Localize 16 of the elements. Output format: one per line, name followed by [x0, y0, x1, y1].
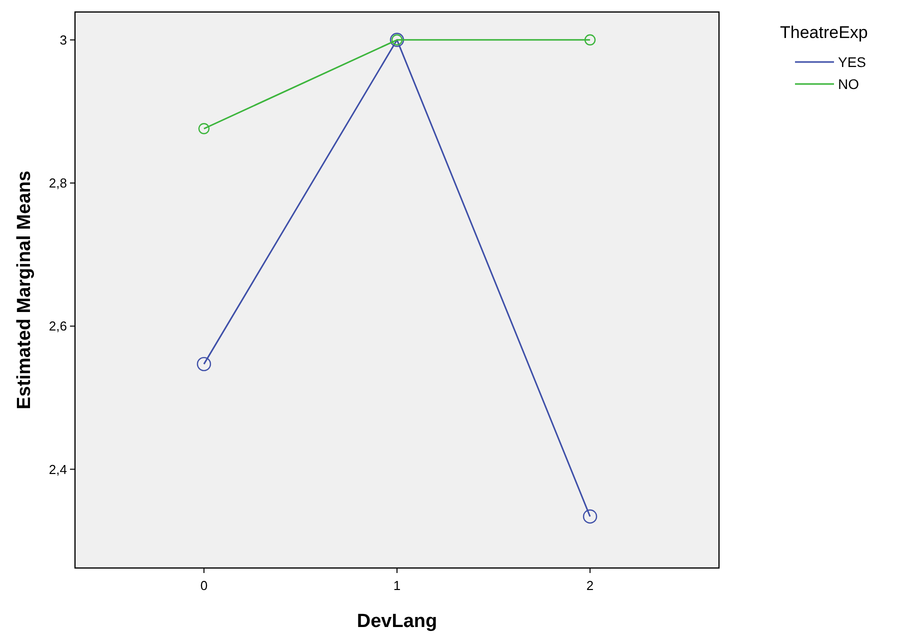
- point: [196, 356, 212, 372]
- legend-label: NO: [838, 76, 860, 92]
- legend-title: TheatreExp: [780, 23, 868, 42]
- y-axis-title: Estimated Marginal Means: [14, 170, 35, 410]
- x-tick-label: 0: [200, 578, 208, 593]
- x-tick-label: 1: [393, 578, 401, 593]
- x-axis-title: DevLang: [356, 611, 438, 632]
- x-tick-label: 2: [586, 578, 594, 593]
- y-tick-label: 2,8: [48, 176, 67, 191]
- point: [582, 509, 598, 524]
- point: [198, 123, 210, 134]
- y-tick-label: 2,4: [48, 462, 67, 477]
- point: [584, 34, 596, 46]
- legend-label: YES: [838, 54, 866, 70]
- y-tick-label: 2,6: [48, 318, 67, 334]
- y-tick-label: 3: [60, 32, 67, 48]
